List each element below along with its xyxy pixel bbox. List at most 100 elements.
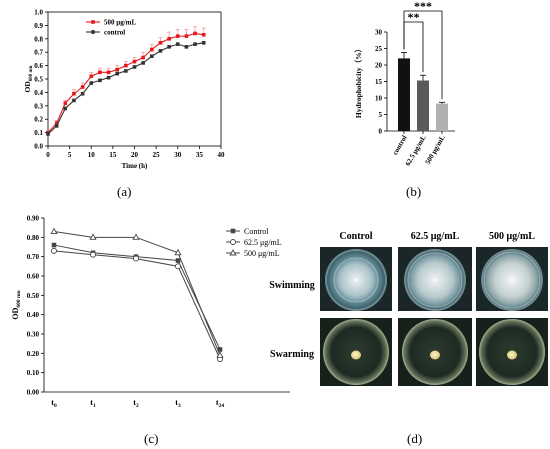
data-point-control (80, 91, 85, 96)
x-tick-label-main-c: t (133, 398, 136, 407)
y-tick-label-a: 0.1 (34, 129, 43, 137)
x-tick-label-c: t24 (216, 398, 224, 409)
significance-bracket (403, 10, 443, 100)
data-point-500 (98, 70, 102, 75)
data-point-500 (106, 70, 111, 75)
y-tick-label-c: 0.40 (27, 311, 40, 319)
x-tick-label-main-c: t (51, 398, 54, 407)
chart-c: 0.00 0.10 0.20 0.30 0.40 0.50 0.60 0.70 0.80 0.90… (11, 215, 290, 409)
y-tick-label-b: 25 (375, 45, 383, 53)
x-tick-label-a: 15 (109, 151, 117, 159)
legend-label-c: 500 μg/mL (244, 249, 280, 258)
x-tick-label-sub-c: 24 (219, 403, 225, 409)
series-line-c (53, 250, 221, 360)
x-tick-label-c: t0 (51, 398, 57, 409)
data-point-500 (201, 32, 206, 37)
y-tick-label-c: 0.70 (27, 253, 40, 261)
data-point-c (50, 227, 58, 234)
data-point-c (217, 347, 223, 352)
data-point-control (167, 45, 171, 49)
legend-label-c: 62.5 μg/mL (244, 238, 282, 247)
data-point-c (89, 233, 97, 240)
panel-label-b: (b) (406, 184, 422, 199)
series-line-control (47, 42, 204, 135)
data-point-500 (184, 34, 189, 38)
data-point-control (72, 98, 76, 103)
x-tick-label-a: 35 (196, 151, 204, 159)
y-tick-label-b: 0 (379, 128, 383, 136)
x-tick-label-sub-c: 2 (136, 403, 139, 409)
inoculation-point (354, 278, 358, 282)
y-tick-label-a: 0.6 (34, 62, 43, 70)
bar-b (398, 58, 410, 131)
y-tick-label-a: 0.2 (34, 116, 43, 124)
y-axis-label-a: OD600 nm (23, 65, 34, 93)
data-point-control (132, 65, 137, 69)
legend-marker-500 (91, 20, 95, 24)
x-tick-label-a: 25 (153, 151, 161, 159)
photo-column-label: 62.5 μg/mL (411, 231, 460, 242)
data-point-control (54, 124, 59, 128)
data-point-500 (54, 121, 59, 126)
data-point-500 (132, 59, 137, 64)
x-tick-label-a: 40 (218, 151, 226, 159)
data-point-c (90, 251, 96, 258)
data-point-control (115, 71, 119, 76)
y-axis-label-sub-a: 600 nm (29, 65, 34, 82)
x-tick-label-a: 0 (46, 151, 50, 159)
y-tick-label-b: 5 (379, 111, 383, 119)
data-point-500 (150, 47, 154, 52)
panel-label-d: (d) (407, 431, 423, 446)
swarming-colony (351, 350, 361, 360)
x-tick-label-c: t3 (175, 398, 181, 409)
data-point-control (124, 69, 128, 73)
data-point-c (133, 255, 139, 262)
series-line-500 (47, 32, 204, 133)
chart-b: 051015202530Hydrophobicity（%）control62.5… (353, 0, 455, 167)
legend-label-control: control (104, 29, 125, 37)
x-tick-label-main-c: t (90, 398, 93, 407)
swimming-zone (333, 257, 379, 303)
x-tick-label-a: 30 (174, 151, 182, 159)
data-point-c (175, 258, 181, 263)
y-tick-label-c: 0.80 (27, 234, 40, 242)
data-point-500 (89, 74, 94, 79)
data-point-500 (158, 41, 163, 45)
photo-row-label-swimming: Swimming (269, 280, 315, 291)
data-point-c (174, 248, 182, 256)
y-tick-label-b: 10 (375, 95, 383, 103)
y-axis-label-c: OD600 nm (11, 290, 22, 320)
x-axis-label-a: Time (h) (122, 162, 148, 170)
photo-row-label-swarming: Swarming (270, 349, 314, 360)
x-tick-label-main-c: t (175, 398, 178, 407)
y-tick-label-b: 15 (375, 78, 383, 86)
y-axis-label-b: Hydrophobicity（%） (353, 45, 363, 118)
y-tick-label-c: 0.30 (27, 331, 40, 339)
y-axis-label-main-c: OD (11, 307, 20, 319)
y-tick-label-a: 0.8 (34, 35, 43, 43)
data-point-control (158, 49, 163, 53)
swimming-zone (483, 251, 541, 309)
inoculation-point (433, 278, 437, 282)
inoculation-point (510, 278, 514, 282)
y-tick-label-a: 0.3 (34, 102, 43, 110)
x-tick-label-sub-c: 0 (54, 403, 57, 409)
y-tick-label-c: 0.20 (27, 350, 40, 358)
y-tick-label-c: 0.90 (27, 215, 40, 223)
x-tick-label-sub-c: 1 (93, 403, 96, 409)
legend-label-c: Control (244, 227, 269, 236)
chart-a: 0.0 0.1 0.2 0.3 0.4 0.5 0.6 0.7 0.8 0.9 1.0 0 5 10 15 2… (23, 9, 225, 171)
x-tick-label-a: 5 (68, 151, 72, 159)
panel-label-c: (c) (144, 431, 159, 446)
data-point-control (89, 81, 94, 85)
data-point-500 (175, 34, 180, 38)
y-axis-label-main-a: OD (23, 81, 32, 93)
data-point-control (63, 106, 68, 111)
data-point-c (51, 242, 57, 248)
data-point-control (106, 75, 111, 80)
legend-marker-c (230, 228, 236, 234)
data-point-500 (63, 101, 68, 105)
data-point-control (141, 61, 145, 65)
data-point-500 (115, 67, 119, 72)
